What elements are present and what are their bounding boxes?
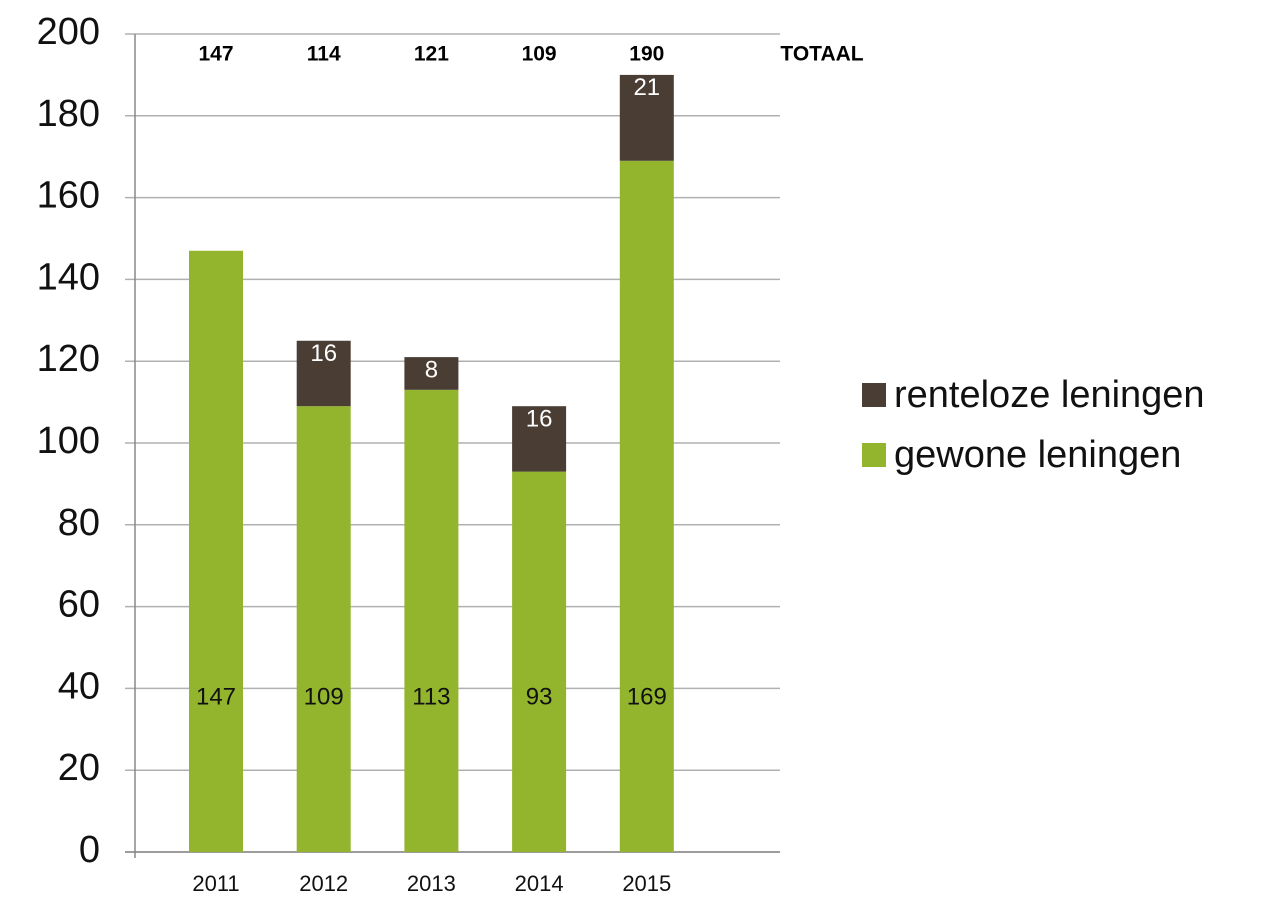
data-label: 147 <box>196 683 236 710</box>
total-label: 190 <box>629 43 664 66</box>
bar-segment <box>619 160 674 853</box>
bar-segment <box>404 357 459 390</box>
y-tick-label: 200 <box>37 11 100 53</box>
y-tick-label: 120 <box>37 338 100 380</box>
total-label: 147 <box>198 43 233 66</box>
legend: renteloze leningen gewone leningen <box>862 372 1262 492</box>
legend-label: gewone leningen <box>894 434 1182 476</box>
x-tick-label: 2013 <box>407 871 456 896</box>
y-tick-label: 80 <box>58 502 100 544</box>
y-tick-label: 100 <box>37 420 100 462</box>
y-tick-label: 0 <box>79 829 100 871</box>
data-label: 113 <box>412 683 450 710</box>
x-tick-label: 2015 <box>622 871 671 896</box>
data-label: 8 <box>425 356 438 383</box>
y-tick-label: 20 <box>58 747 100 789</box>
legend-item: renteloze leningen <box>862 372 1262 418</box>
totals-label: TOTAAL <box>780 43 863 66</box>
data-label: 109 <box>304 683 344 710</box>
bar-segment <box>619 74 674 161</box>
legend-swatch <box>862 443 886 467</box>
legend-label: renteloze leningen <box>894 374 1205 416</box>
y-tick-label: 140 <box>37 256 100 298</box>
y-tick-label: 180 <box>37 93 100 135</box>
data-label: 16 <box>310 340 337 367</box>
data-label: 16 <box>526 406 553 433</box>
data-label: 93 <box>526 683 553 710</box>
y-tick-label: 60 <box>58 584 100 626</box>
legend-swatch <box>862 383 886 407</box>
total-label: 114 <box>307 43 341 66</box>
bar-segment <box>512 406 567 472</box>
data-label: 169 <box>627 683 667 710</box>
x-tick-label: 2014 <box>515 871 564 896</box>
total-label: 109 <box>522 43 557 66</box>
bar-segment <box>404 389 459 852</box>
bar-segment <box>512 471 567 852</box>
bar-segment <box>296 406 351 852</box>
bar-segment <box>189 250 243 852</box>
data-label: 21 <box>633 74 660 101</box>
x-tick-label: 2011 <box>192 871 239 896</box>
x-tick-label: 2012 <box>299 871 348 896</box>
y-tick-label: 40 <box>58 665 100 707</box>
legend-item: gewone leningen <box>862 432 1262 478</box>
bar-segment <box>296 340 351 407</box>
total-label: 121 <box>414 43 449 66</box>
y-tick-label: 160 <box>37 175 100 217</box>
